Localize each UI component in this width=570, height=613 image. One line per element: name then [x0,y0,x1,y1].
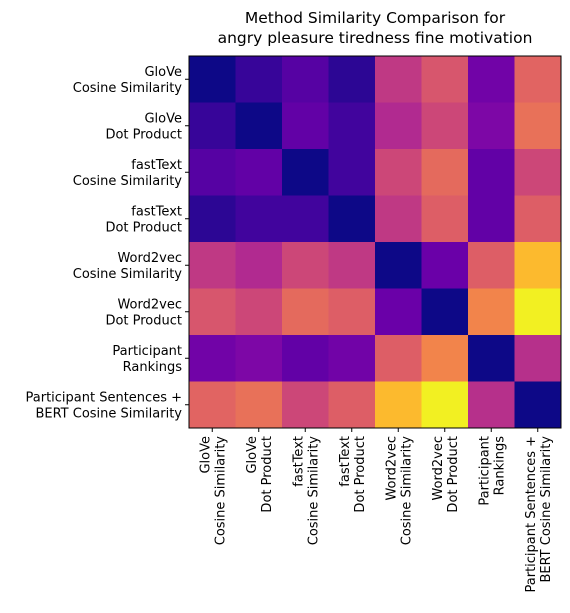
heatmap-cell-r3-c2 [282,195,329,243]
heatmap-cell-r0-c3 [328,56,376,103]
heatmap-cell-r2-c6 [468,149,515,196]
heatmap-cell-r7-c2 [282,381,329,429]
heatmap-cell-r3-c7 [514,195,562,243]
heatmap-cell-r7-c0 [189,381,236,429]
y-tick-label-fasttext-cosine-similarity: fastText Cosine Similarity [73,158,183,189]
chart-title-line: Method Similarity Comparison for [245,9,506,27]
heatmap-cell-r4-c1 [235,242,283,289]
heatmap-cell-r4-c0 [189,242,236,289]
heatmap-cell-r0-c6 [468,56,515,103]
heatmap-cell-r6-c2 [282,335,329,382]
heatmap-cell-r5-c0 [189,288,236,336]
x-tick-label-glove-dot-product: GloVeDot Product [245,436,275,513]
heatmap-cell-r2-c2 [282,149,329,196]
heatmap-cell-r0-c7 [514,56,562,103]
heatmap-cell-r2-c0 [189,149,236,196]
heatmap-cell-r7-c3 [328,381,376,429]
chart-title-line: angry pleasure tiredness fine motivation [218,29,533,47]
heatmap-cell-r4-c6 [468,242,515,289]
y-tick-label-glove-cosine-similarity: GloVe Cosine Similarity [73,65,183,96]
heatmap-cell-r2-c7 [514,149,562,196]
x-tick-label-participant-rankings: ParticipantRankings [477,436,507,506]
heatmap-cell-r7-c6 [468,381,515,429]
heatmap-cell-r1-c3 [328,102,376,150]
heatmap-cell-r0-c2 [282,56,329,103]
heatmap-cell-r1-c4 [375,102,422,150]
heatmap-cell-r6-c1 [235,335,283,382]
heatmap-cell-r6-c7 [514,335,562,382]
heatmap-cell-r0-c0 [189,56,236,103]
x-tick-label-fasttext-dot-product: fastTextDot Product [338,436,368,513]
plot-frame [188,55,562,429]
heatmap-cell-r6-c5 [421,335,469,382]
heatmap-cell-r0-c1 [235,56,283,103]
heatmap-cell-r4-c5 [421,242,469,289]
heatmap-cell-r7-c1 [235,381,283,429]
heatmap-cell-r2-c4 [375,149,422,196]
y-tick-label-fasttext-dot-product: fastText Dot Product [105,204,182,235]
heatmap-cell-r6-c4 [375,335,422,382]
heatmap-cell-r6-c3 [328,335,376,382]
chart-title: Method Similarity Comparison for angry pl… [218,9,533,47]
y-tick-label-word2vec-dot-product: Word2vec Dot Product [105,297,182,328]
y-axis-ticks: GloVe Cosine Similarity GloVe Dot Product fa… [26,65,189,421]
x-tick-label-participant-sentences-bert-cosine-similarity: Participant Sentences +BERT Cosine Simil… [524,436,554,593]
heatmap-cell-r3-c4 [375,195,422,243]
x-tick-label-word2vec-cosine-similarity: Word2vecCosine Similarity [384,436,414,546]
heatmap-cell-r5-c4 [375,288,422,336]
heatmap-cell-r1-c2 [282,102,329,150]
x-tick-label-glove-cosine-similarity: GloVeCosine Similarity [198,436,228,546]
y-tick-label-word2vec-cosine-similarity: Word2vec Cosine Similarity [73,251,183,282]
heatmap-cell-r0-c5 [421,56,469,103]
heatmap-cell-r0-c4 [375,56,422,103]
heatmap-cell-r1-c1 [235,102,283,150]
heatmap-cell-r5-c1 [235,288,283,336]
heatmap-cell-r6-c6 [468,335,515,382]
heatmap-cell-r1-c7 [514,102,562,150]
heatmap-cell-r7-c4 [375,381,422,429]
heatmap-cell-r5-c6 [468,288,515,336]
y-tick-label-glove-dot-product: GloVe Dot Product [105,111,182,142]
heatmap-cell-r2-c5 [421,149,469,196]
heatmap-cell-r3-c0 [189,195,236,243]
heatmap-cell-r5-c7 [514,288,562,336]
heatmap-cell-r4-c4 [375,242,422,289]
heatmap-cell-r6-c0 [189,335,236,382]
heatmap-cells [189,56,562,429]
x-tick-label-word2vec-dot-product: Word2vecDot Product [431,436,461,513]
heatmap-cell-r7-c7 [514,381,562,429]
heatmap-cell-r5-c3 [328,288,376,336]
heatmap-cell-r7-c5 [421,381,469,429]
x-axis-ticks: GloVeCosine Similarity GloVeDot Product fa… [198,428,554,593]
heatmap-cell-r4-c7 [514,242,562,289]
heatmap-cell-r5-c5 [421,288,469,336]
x-tick-label-fasttext-cosine-similarity: fastTextCosine Similarity [291,436,321,546]
heatmap-cell-r3-c5 [421,195,469,243]
heatmap-cell-r3-c6 [468,195,515,243]
heatmap-cell-r4-c3 [328,242,376,289]
heatmap-cell-r4-c2 [282,242,329,289]
y-tick-label-participant-sentences-bert-cosine-similarity: Participant Sentences + BERT Cosine Simil… [26,390,183,421]
heatmap-cell-r2-c3 [328,149,376,196]
y-tick-label-participant-rankings: Participant Rankings [112,344,182,375]
heatmap-cell-r2-c1 [235,149,283,196]
heatmap-cell-r5-c2 [282,288,329,336]
heatmap-cell-r3-c3 [328,195,376,243]
heatmap-cell-r1-c0 [189,102,236,150]
heatmap-cell-r1-c6 [468,102,515,150]
heatmap-cell-r3-c1 [235,195,283,243]
heatmap-cell-r1-c5 [421,102,469,150]
